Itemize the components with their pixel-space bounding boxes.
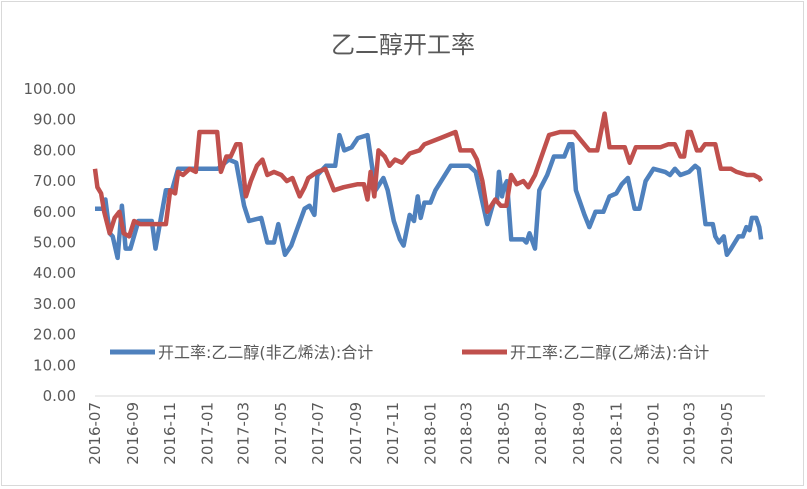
- x-tick-label: 2018-05: [495, 402, 513, 465]
- y-tick-label: 0.00: [43, 387, 76, 405]
- x-tick-label: 2017-07: [309, 402, 327, 465]
- y-tick-label: 20.00: [33, 326, 76, 344]
- x-tick-label: 2018-11: [607, 402, 625, 465]
- x-tick-label: 2018-01: [421, 402, 439, 465]
- y-tick-label: 70.00: [33, 172, 76, 190]
- chart-title: 乙二醇开工率: [331, 31, 475, 59]
- y-tick-label: 90.00: [33, 111, 76, 129]
- x-tick-label: 2017-05: [272, 402, 290, 465]
- y-tick-label: 40.00: [33, 264, 76, 282]
- x-tick-label: 2019-03: [681, 402, 699, 465]
- x-tick-label: 2016-07: [86, 402, 104, 465]
- x-tick-label: 2018-09: [570, 402, 588, 465]
- y-tick-label: 10.00: [33, 356, 76, 374]
- x-tick-label: 2018-03: [458, 402, 476, 465]
- x-tick-label: 2018-07: [532, 402, 550, 465]
- y-tick-label: 100.00: [24, 80, 77, 98]
- y-tick-label: 80.00: [33, 141, 76, 159]
- x-tick-label: 2019-05: [718, 402, 736, 465]
- x-tick-label: 2017-03: [234, 402, 252, 465]
- x-tick-label: 2017-09: [347, 402, 365, 465]
- legend: 开工率:乙二醇(非乙烯法):合计 开工率:乙二醇(乙烯法):合计: [110, 343, 709, 362]
- series-line-non-ethylene: [95, 132, 764, 261]
- legend-label-ethylene: 开工率:乙二醇(乙烯法):合计: [510, 343, 709, 362]
- x-tick-label: 2017-11: [384, 402, 402, 465]
- x-tick-label: 2016-09: [124, 402, 142, 465]
- x-tick-label: 2017-01: [198, 402, 216, 465]
- series-line-ethylene: [92, 111, 764, 239]
- y-tick-label: 50.00: [33, 234, 76, 252]
- y-tick-label: 60.00: [33, 203, 76, 221]
- x-tick-label: 2016-11: [161, 402, 179, 465]
- y-tick-label: 30.00: [33, 295, 76, 313]
- x-tick-label: 2019-01: [645, 402, 663, 465]
- legend-label-non-ethylene: 开工率:乙二醇(非乙烯法):合计: [158, 343, 373, 362]
